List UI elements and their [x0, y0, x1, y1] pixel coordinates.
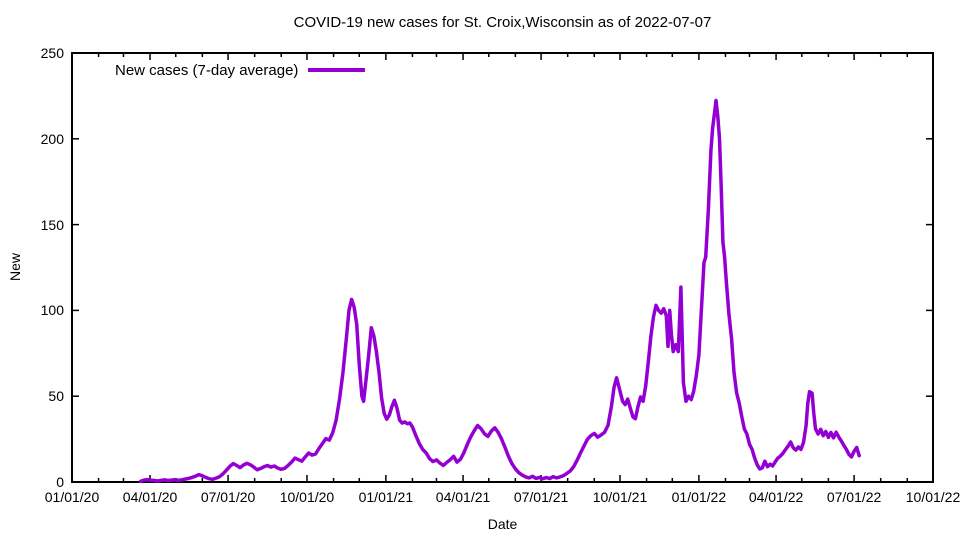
legend: New cases (7-day average)	[115, 61, 366, 79]
plot-border	[71, 52, 934, 483]
x-axis-title: Date	[487, 516, 518, 532]
x-tick-label: 07/01/21	[513, 489, 569, 505]
x-tick-label: 10/01/22	[905, 489, 960, 505]
chart-title: COVID-19 new cases for St. Croix,Wiscons…	[293, 14, 712, 31]
x-tick-label: 04/01/22	[748, 489, 804, 505]
x-tick-label: 10/01/20	[279, 489, 335, 505]
x-tick-label: 01/01/21	[358, 489, 414, 505]
y-tick-label: 50	[48, 388, 64, 405]
legend-line-sample	[308, 68, 366, 72]
y-tick-label: 150	[40, 216, 64, 233]
x-tick-label: 04/01/21	[435, 489, 491, 505]
x-tick-label: 07/01/22	[826, 489, 882, 505]
x-tick-label: 01/01/20	[44, 489, 100, 505]
legend-label: New cases (7-day average)	[115, 61, 299, 79]
x-tick-label: 04/01/20	[122, 489, 178, 505]
x-tick-label: 01/01/22	[671, 489, 727, 505]
y-tick-label: 0	[56, 474, 64, 490]
y-tick-label: 200	[40, 130, 64, 147]
y-tick-label: 250	[40, 45, 64, 61]
y-tick-label: 100	[40, 302, 64, 319]
series-line-new-cases	[138, 98, 861, 484]
x-tick-label: 07/01/20	[200, 489, 256, 505]
y-axis-title: New	[7, 253, 23, 282]
x-tick-label: 10/01/21	[592, 489, 648, 505]
